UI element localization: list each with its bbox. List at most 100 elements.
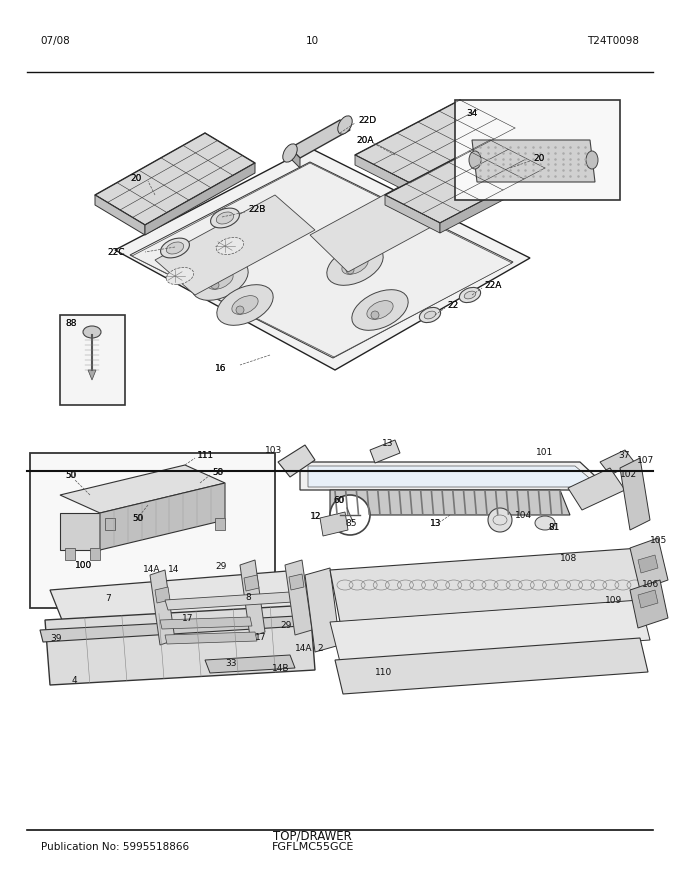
Polygon shape xyxy=(385,140,545,223)
Text: 16: 16 xyxy=(215,363,226,372)
Text: 33: 33 xyxy=(225,658,237,668)
Polygon shape xyxy=(65,548,75,560)
Ellipse shape xyxy=(192,260,248,300)
Text: 107: 107 xyxy=(637,456,654,465)
Text: 100: 100 xyxy=(75,561,92,569)
Polygon shape xyxy=(600,450,635,475)
Text: 14: 14 xyxy=(168,564,180,574)
Text: 13: 13 xyxy=(382,438,394,448)
Polygon shape xyxy=(155,195,315,295)
Polygon shape xyxy=(385,195,440,233)
Polygon shape xyxy=(88,370,96,380)
Polygon shape xyxy=(330,600,650,662)
Polygon shape xyxy=(115,148,530,370)
Polygon shape xyxy=(310,170,468,272)
Text: 111: 111 xyxy=(197,451,213,459)
Polygon shape xyxy=(285,560,312,635)
Polygon shape xyxy=(100,483,225,550)
Ellipse shape xyxy=(207,271,233,290)
Ellipse shape xyxy=(211,208,239,228)
Polygon shape xyxy=(290,120,350,158)
Ellipse shape xyxy=(464,291,476,299)
Polygon shape xyxy=(90,548,100,560)
Text: 16: 16 xyxy=(215,363,226,372)
Text: 60: 60 xyxy=(333,495,345,504)
Text: 34: 34 xyxy=(466,108,477,118)
Text: 22A: 22A xyxy=(484,281,501,290)
Polygon shape xyxy=(289,574,304,590)
Text: 50: 50 xyxy=(65,471,75,480)
Text: 22C: 22C xyxy=(107,247,124,256)
Text: 10: 10 xyxy=(306,36,320,47)
Text: 20: 20 xyxy=(130,173,141,182)
Text: 101: 101 xyxy=(536,448,554,457)
Text: 102: 102 xyxy=(620,470,637,479)
Ellipse shape xyxy=(83,326,101,338)
Polygon shape xyxy=(290,148,300,168)
Polygon shape xyxy=(355,155,410,193)
Text: 22B: 22B xyxy=(248,204,265,214)
Polygon shape xyxy=(130,162,513,358)
Text: 12: 12 xyxy=(310,511,320,520)
Text: 108: 108 xyxy=(560,554,577,562)
Bar xyxy=(455,100,620,200)
Text: 2: 2 xyxy=(317,643,322,652)
Text: 106: 106 xyxy=(642,580,659,589)
Circle shape xyxy=(211,281,219,289)
Text: 20: 20 xyxy=(130,173,141,182)
Polygon shape xyxy=(308,466,600,487)
Text: 17: 17 xyxy=(182,613,194,622)
Text: 88: 88 xyxy=(65,319,76,327)
Text: Publication No: 5995518866: Publication No: 5995518866 xyxy=(41,841,189,852)
Polygon shape xyxy=(278,445,315,477)
Polygon shape xyxy=(145,163,255,235)
Circle shape xyxy=(330,495,370,535)
Text: 8: 8 xyxy=(245,592,251,602)
Polygon shape xyxy=(60,465,225,513)
Polygon shape xyxy=(305,568,340,652)
Text: 22C: 22C xyxy=(107,247,124,256)
Text: 50: 50 xyxy=(132,514,143,523)
Polygon shape xyxy=(60,513,100,550)
Text: 7: 7 xyxy=(105,593,111,603)
Text: 22D: 22D xyxy=(358,115,376,124)
Text: 85: 85 xyxy=(345,518,356,527)
Text: 22: 22 xyxy=(447,300,458,310)
Ellipse shape xyxy=(535,516,555,530)
Text: 22B: 22B xyxy=(248,204,265,214)
Polygon shape xyxy=(155,587,170,603)
Polygon shape xyxy=(355,100,515,183)
Ellipse shape xyxy=(469,151,481,169)
Polygon shape xyxy=(370,440,400,463)
Text: TOP/DRAWER: TOP/DRAWER xyxy=(273,830,352,842)
Circle shape xyxy=(371,311,379,319)
Text: 88: 88 xyxy=(65,319,76,327)
Text: 81: 81 xyxy=(548,523,560,532)
Polygon shape xyxy=(150,570,175,645)
Ellipse shape xyxy=(216,238,243,254)
Ellipse shape xyxy=(367,301,393,319)
Ellipse shape xyxy=(420,307,441,323)
Text: 20A: 20A xyxy=(356,136,373,144)
Text: 37: 37 xyxy=(618,451,630,459)
Ellipse shape xyxy=(460,288,481,303)
Text: 14A: 14A xyxy=(295,643,313,652)
Text: 50: 50 xyxy=(65,471,76,480)
Text: 29: 29 xyxy=(215,561,226,570)
Ellipse shape xyxy=(327,245,383,285)
Text: 100: 100 xyxy=(75,561,92,569)
Bar xyxy=(30,453,275,608)
Polygon shape xyxy=(472,140,595,182)
Polygon shape xyxy=(330,548,650,622)
Ellipse shape xyxy=(216,212,234,224)
Text: 07/08: 07/08 xyxy=(41,36,71,47)
Text: 13: 13 xyxy=(430,518,441,527)
Text: 14B: 14B xyxy=(272,664,290,672)
Polygon shape xyxy=(440,168,545,233)
Ellipse shape xyxy=(586,151,598,169)
Text: 109: 109 xyxy=(605,596,622,605)
Text: 104: 104 xyxy=(515,510,532,519)
Polygon shape xyxy=(638,590,658,608)
Text: 22A: 22A xyxy=(484,281,501,290)
Text: 13: 13 xyxy=(430,518,441,527)
